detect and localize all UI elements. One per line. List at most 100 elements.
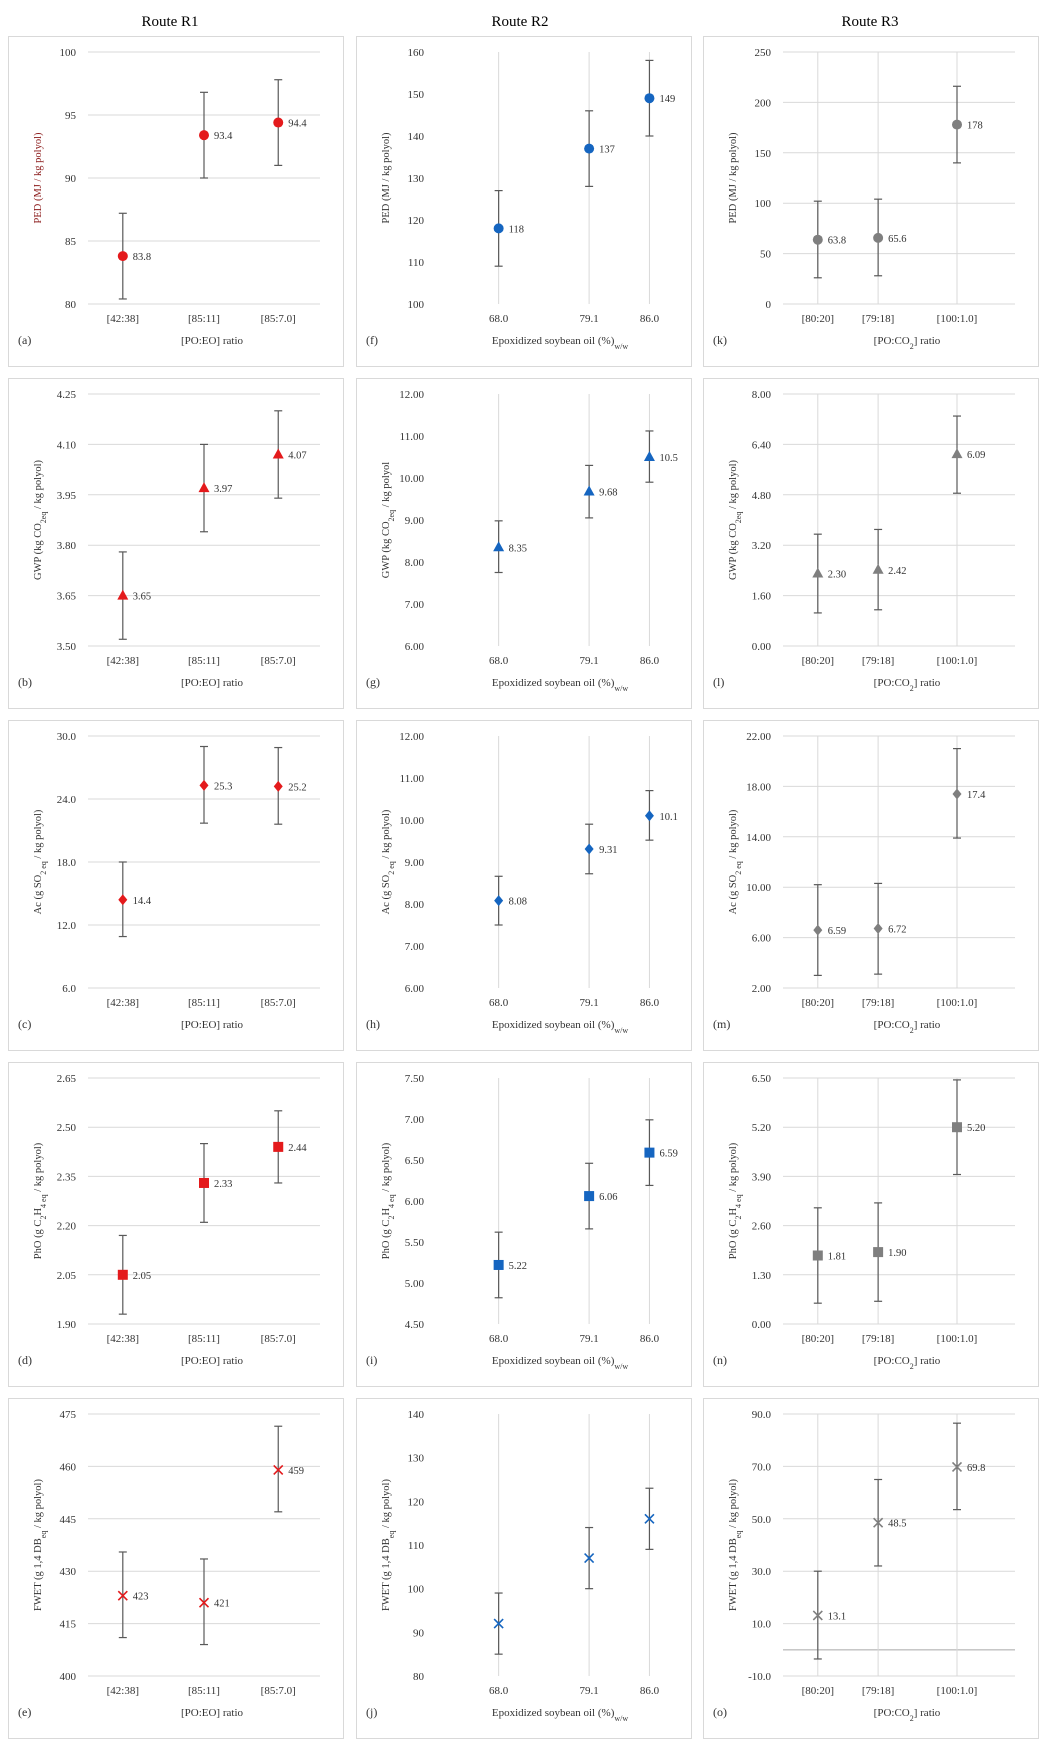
y-tick-label: 445 bbox=[60, 1514, 77, 1526]
x-tick-label: [85:11] bbox=[188, 313, 220, 325]
data-label: 94.4 bbox=[288, 119, 307, 130]
y-tick-label: 50 bbox=[760, 249, 772, 261]
y-tick-label: 6.50 bbox=[405, 1155, 425, 1167]
data-point bbox=[951, 448, 963, 459]
x-axis-title: Epoxidized soybean oil (%)w/w bbox=[492, 1355, 629, 1371]
x-tick-label: 68.0 bbox=[489, 313, 509, 325]
y-tick-label: 10.00 bbox=[399, 815, 424, 827]
data-label: 459 bbox=[288, 1466, 304, 1477]
y-tick-label: 4.25 bbox=[57, 389, 77, 401]
data-label: 13.1 bbox=[828, 1611, 846, 1622]
panel-d: 1.90 2.05 2.20 2.35 2.50 2.65 [42:38] [85:11] [8… bbox=[8, 1062, 344, 1387]
panel-frame bbox=[8, 720, 344, 1051]
y-tick-label: 3.20 bbox=[752, 540, 772, 552]
data-point bbox=[951, 1461, 963, 1472]
x-tick-label: [100:1.0] bbox=[937, 1333, 978, 1345]
panel-frame bbox=[703, 36, 1039, 367]
data-label: 423 bbox=[133, 1592, 149, 1603]
y-tick-label: 10.00 bbox=[746, 882, 771, 894]
y-tick-label: 140 bbox=[408, 1409, 425, 1421]
x-tick-label: [42:38] bbox=[107, 313, 139, 325]
data-label: 69.8 bbox=[967, 1463, 985, 1474]
y-tick-label: 6.0 bbox=[62, 983, 76, 995]
x-axis-title: Epoxidized soybean oil (%)w/w bbox=[492, 1707, 629, 1723]
data-label: 1.81 bbox=[828, 1251, 846, 1262]
y-tick-label: 200 bbox=[755, 97, 772, 109]
y-tick-label: 18.00 bbox=[746, 781, 771, 793]
y-tick-label: 12.0 bbox=[57, 920, 77, 932]
y-tick-label: 90.0 bbox=[752, 1409, 772, 1421]
x-tick-label: [80:20] bbox=[802, 1333, 834, 1345]
x-tick-label: [85:7.0] bbox=[261, 997, 296, 1009]
panel-letter: (e) bbox=[18, 1705, 31, 1719]
data-point bbox=[812, 234, 823, 245]
x-tick-label: [42:38] bbox=[107, 1333, 139, 1345]
data-point bbox=[493, 1618, 504, 1629]
y-axis-title: FWET (g 1,4 DBeq / kg polyol) bbox=[381, 1479, 396, 1611]
data-label: 9.31 bbox=[599, 845, 617, 856]
y-tick-label: 100 bbox=[60, 47, 77, 59]
data-label: 2.33 bbox=[214, 1179, 232, 1190]
data-point bbox=[584, 1553, 595, 1564]
panel-letter: (g) bbox=[366, 675, 380, 689]
y-axis-title: PED (MJ / kg polyol) bbox=[381, 132, 392, 224]
data-point bbox=[872, 563, 884, 574]
x-tick-label: 86.0 bbox=[640, 655, 660, 667]
x-tick-label: [85:7.0] bbox=[261, 313, 296, 325]
x-tick-label: 86.0 bbox=[640, 997, 660, 1009]
data-point bbox=[644, 1147, 655, 1158]
panel-frame bbox=[356, 720, 692, 1051]
y-tick-label: 110 bbox=[408, 1540, 425, 1552]
panel-a: 80 85 90 95 100 [42:38] [85:11] [85:7.0] 83.8 93.… bbox=[8, 36, 344, 367]
data-label: 10.1 bbox=[659, 812, 677, 823]
data-point bbox=[644, 93, 655, 104]
y-tick-label: 95 bbox=[65, 110, 77, 122]
data-point bbox=[873, 232, 884, 243]
y-axis-title: Ac (g SO2 eq / kg polyol) bbox=[33, 809, 48, 914]
y-tick-label: 4.10 bbox=[57, 439, 77, 451]
y-tick-label: 6.00 bbox=[405, 983, 425, 995]
y-tick-label: 6.00 bbox=[405, 641, 425, 653]
y-tick-label: 2.60 bbox=[752, 1221, 772, 1233]
y-tick-label: 9.00 bbox=[405, 515, 425, 527]
x-tick-label: 68.0 bbox=[489, 1333, 509, 1345]
y-tick-label: 8.00 bbox=[405, 899, 425, 911]
x-tick-label: [100:1.0] bbox=[937, 655, 978, 667]
y-tick-label: 30.0 bbox=[57, 731, 77, 743]
y-tick-label: 8.00 bbox=[405, 557, 425, 569]
panel-frame bbox=[703, 378, 1039, 709]
y-tick-label: 50.0 bbox=[752, 1514, 772, 1526]
y-tick-label: 80 bbox=[413, 1671, 425, 1683]
y-tick-label: 415 bbox=[60, 1619, 77, 1631]
panel-g: 6.00 7.00 8.00 9.00 10.00 11.00 12.00 68.0 79.1 8… bbox=[356, 378, 692, 709]
data-point bbox=[644, 1513, 655, 1524]
panel-k: 0 50 100 150 200 250 [80:20] [79:18] [100:1.0] 63… bbox=[703, 36, 1039, 367]
x-tick-label: [79:18] bbox=[862, 997, 894, 1009]
x-tick-label: 79.1 bbox=[579, 997, 598, 1009]
x-tick-label: [85:7.0] bbox=[261, 655, 296, 667]
y-axis-title: PED (MJ / kg polyol) bbox=[33, 132, 44, 224]
y-tick-label: 0.00 bbox=[752, 1319, 772, 1331]
panel-letter: (b) bbox=[18, 675, 32, 689]
y-axis-title: Ac (g SO2 eq / kg polyol) bbox=[381, 809, 396, 914]
data-label: 3.97 bbox=[214, 484, 232, 495]
y-tick-label: 3.50 bbox=[57, 641, 77, 653]
x-tick-label: [80:20] bbox=[802, 655, 834, 667]
x-axis-title: Epoxidized soybean oil (%)w/w bbox=[492, 335, 629, 351]
data-point bbox=[952, 1122, 962, 1133]
data-label: 10.5 bbox=[659, 453, 677, 464]
panel-letter: (o) bbox=[713, 1705, 727, 1719]
panel-l: 0.00 1.60 3.20 4.80 6.40 8.00 [80:20] [79:18] [1… bbox=[703, 378, 1039, 709]
y-tick-label: 130 bbox=[408, 1453, 425, 1465]
panel-letter: (m) bbox=[713, 1017, 730, 1031]
x-tick-label: 79.1 bbox=[579, 1685, 598, 1697]
panel-f: 100 110 120 130 140 150 160 68.0 79.1 86.0 118 137 1… bbox=[356, 36, 692, 367]
y-tick-label: 100 bbox=[408, 1584, 425, 1596]
y-tick-label: 100 bbox=[408, 299, 425, 311]
x-axis-title: [PO:CO2] ratio bbox=[874, 677, 941, 693]
y-tick-label: 9.00 bbox=[405, 857, 425, 869]
data-label: 3.65 bbox=[133, 592, 151, 603]
y-tick-label: 150 bbox=[408, 89, 425, 101]
y-tick-label: 7.50 bbox=[405, 1073, 425, 1085]
